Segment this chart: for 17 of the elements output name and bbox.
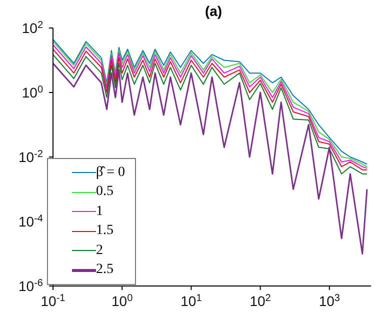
y-tick-label: 10$^{2}$	[22, 20, 44, 36]
legend-label: 1.5	[96, 223, 114, 240]
x-tick-label: 10$^{0}$	[112, 292, 134, 309]
x-tick-label: 10$^{1}$	[180, 292, 202, 309]
x-tick-label: 10$^{3}$	[318, 292, 340, 309]
y-tick-label: 10$^{0}$	[22, 84, 44, 100]
x-tick-label: 10$^{2}$	[250, 292, 272, 309]
legend-label: β̂ = 0	[96, 164, 126, 181]
legend-label: 0.5	[96, 184, 114, 200]
legend-label: 1	[96, 204, 103, 220]
y-tick-label: 10$^{-6}$	[18, 278, 44, 294]
chart-title: (a)	[204, 3, 224, 19]
y-tick-label: 10$^{-2}$	[18, 148, 44, 165]
y-tick-label: 10$^{-4}$	[18, 213, 44, 230]
legend-label: 2	[96, 242, 103, 259]
x-tick-label: 10$^{-1}$	[40, 292, 66, 309]
legend-label: 2.5	[96, 262, 114, 278]
